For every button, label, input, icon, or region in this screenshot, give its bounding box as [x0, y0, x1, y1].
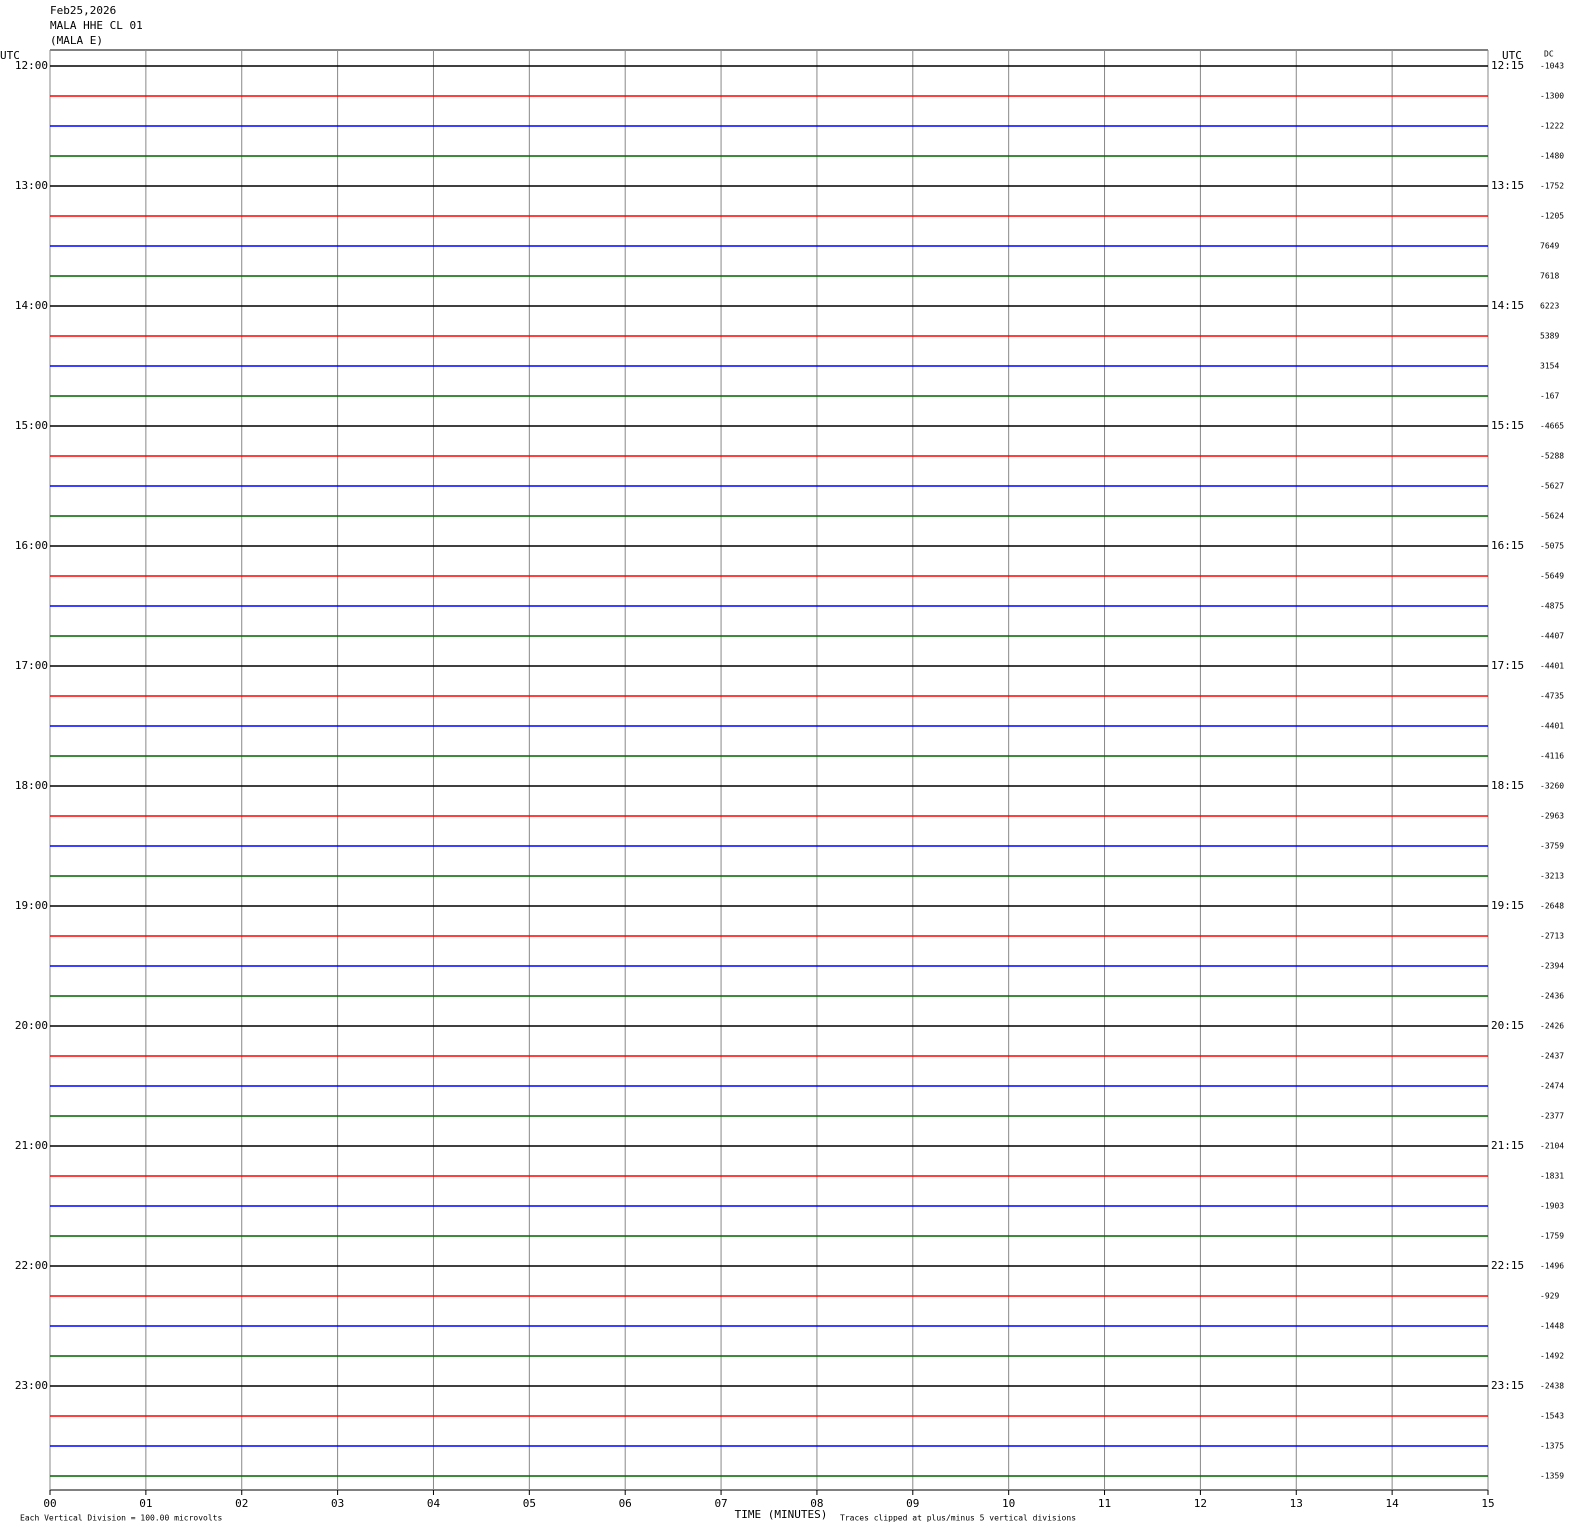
dc-offset: -1831	[1540, 1172, 1564, 1181]
left-time-label: 12:00	[15, 59, 48, 72]
x-tick-label: 14	[1386, 1497, 1400, 1510]
right-time-label: 21:15	[1491, 1139, 1524, 1152]
x-tick-label: 06	[619, 1497, 632, 1510]
left-time-label: 21:00	[15, 1139, 48, 1152]
dc-offset: -3260	[1540, 782, 1564, 791]
dc-offset: -3213	[1540, 872, 1564, 881]
dc-offset: -5627	[1540, 482, 1564, 491]
dc-offset: 7618	[1540, 272, 1559, 281]
x-tick-label: 13	[1290, 1497, 1303, 1510]
x-tick-label: 02	[235, 1497, 248, 1510]
dc-offset: -4665	[1540, 422, 1564, 431]
left-time-label: 15:00	[15, 419, 48, 432]
dc-offset: -1448	[1540, 1322, 1564, 1331]
dc-offset: -1492	[1540, 1352, 1564, 1361]
right-time-label: 14:15	[1491, 299, 1524, 312]
left-time-label: 18:00	[15, 779, 48, 792]
right-time-label: 20:15	[1491, 1019, 1524, 1032]
x-tick-label: 10	[1002, 1497, 1015, 1510]
right-time-label: 13:15	[1491, 179, 1524, 192]
x-tick-label: 00	[43, 1497, 56, 1510]
x-tick-label: 11	[1098, 1497, 1111, 1510]
dc-offset: -2648	[1540, 902, 1564, 911]
dc-offset: -5075	[1540, 542, 1564, 551]
dc-offset: -4735	[1540, 692, 1564, 701]
right-axis-label: UTC	[1502, 49, 1522, 62]
left-time-label: 14:00	[15, 299, 48, 312]
x-tick-label: 09	[906, 1497, 919, 1510]
left-time-label: 13:00	[15, 179, 48, 192]
dc-label: DC	[1544, 50, 1554, 59]
dc-offset: -2438	[1540, 1382, 1564, 1391]
dc-offset: -4116	[1540, 752, 1564, 761]
dc-offset: -929	[1540, 1292, 1559, 1301]
dc-offset: -4875	[1540, 602, 1564, 611]
date: Feb25,2026	[50, 4, 116, 17]
right-time-label: 12:15	[1491, 59, 1524, 72]
left-time-label: 23:00	[15, 1379, 48, 1392]
dc-offset: -1222	[1540, 122, 1564, 131]
dc-offset: -1043	[1540, 62, 1564, 71]
dc-offset: -1496	[1540, 1262, 1564, 1271]
left-time-label: 16:00	[15, 539, 48, 552]
dc-offset: -2713	[1540, 932, 1564, 941]
left-axis-label: UTC	[0, 49, 20, 62]
left-time-label: 19:00	[15, 899, 48, 912]
dc-offset: -4401	[1540, 722, 1564, 731]
dc-offset: -5649	[1540, 572, 1564, 581]
dc-offset: -1359	[1540, 1472, 1564, 1481]
dc-offset: 5389	[1540, 332, 1559, 341]
dc-offset: -1300	[1540, 92, 1564, 101]
dc-offset: -167	[1540, 392, 1559, 401]
x-tick-label: 01	[139, 1497, 152, 1510]
right-time-label: 18:15	[1491, 779, 1524, 792]
left-time-label: 20:00	[15, 1019, 48, 1032]
location: (MALA E)	[50, 34, 103, 47]
dc-offset: 7649	[1540, 242, 1559, 251]
dc-offset: -1759	[1540, 1232, 1564, 1241]
dc-offset: -5288	[1540, 452, 1564, 461]
right-time-label: 19:15	[1491, 899, 1524, 912]
dc-offset: -2394	[1540, 962, 1564, 971]
right-time-label: 17:15	[1491, 659, 1524, 672]
x-tick-label: 03	[331, 1497, 344, 1510]
dc-offset: -2963	[1540, 812, 1564, 821]
footer-right: Traces clipped at plus/minus 5 vertical …	[840, 1514, 1076, 1523]
dc-offset: -4407	[1540, 632, 1564, 641]
dc-offset: -3759	[1540, 842, 1564, 851]
x-tick-label: 08	[810, 1497, 823, 1510]
dc-offset: -1543	[1540, 1412, 1564, 1421]
dc-offset: -5624	[1540, 512, 1564, 521]
right-time-label: 15:15	[1491, 419, 1524, 432]
footer-left: Each Vertical Division = 100.00 microvol…	[20, 1514, 222, 1523]
right-time-label: 22:15	[1491, 1259, 1524, 1272]
x-tick-label: 07	[714, 1497, 727, 1510]
dc-offset: -1480	[1540, 152, 1564, 161]
left-time-label: 17:00	[15, 659, 48, 672]
x-axis-label: TIME (MINUTES)	[735, 1508, 828, 1521]
x-tick-label: 04	[427, 1497, 441, 1510]
dc-offset: -2474	[1540, 1082, 1564, 1091]
dc-offset: -1205	[1540, 212, 1564, 221]
right-time-label: 16:15	[1491, 539, 1524, 552]
dc-offset: 6223	[1540, 302, 1559, 311]
x-tick-label: 05	[523, 1497, 536, 1510]
dc-offset: -2436	[1540, 992, 1564, 1001]
dc-offset: -1375	[1540, 1442, 1564, 1451]
right-time-label: 23:15	[1491, 1379, 1524, 1392]
dc-offset: -4401	[1540, 662, 1564, 671]
dc-offset: -1903	[1540, 1202, 1564, 1211]
x-tick-label: 12	[1194, 1497, 1207, 1510]
dc-offset: -2104	[1540, 1142, 1564, 1151]
dc-offset: -1752	[1540, 182, 1564, 191]
dc-offset: -2437	[1540, 1052, 1564, 1061]
x-tick-label: 15	[1481, 1497, 1494, 1510]
dc-offset: -2377	[1540, 1112, 1564, 1121]
station: MALA HHE CL 01	[50, 19, 143, 32]
dc-offset: 3154	[1540, 362, 1559, 371]
dc-offset: -2426	[1540, 1022, 1564, 1031]
left-time-label: 22:00	[15, 1259, 48, 1272]
